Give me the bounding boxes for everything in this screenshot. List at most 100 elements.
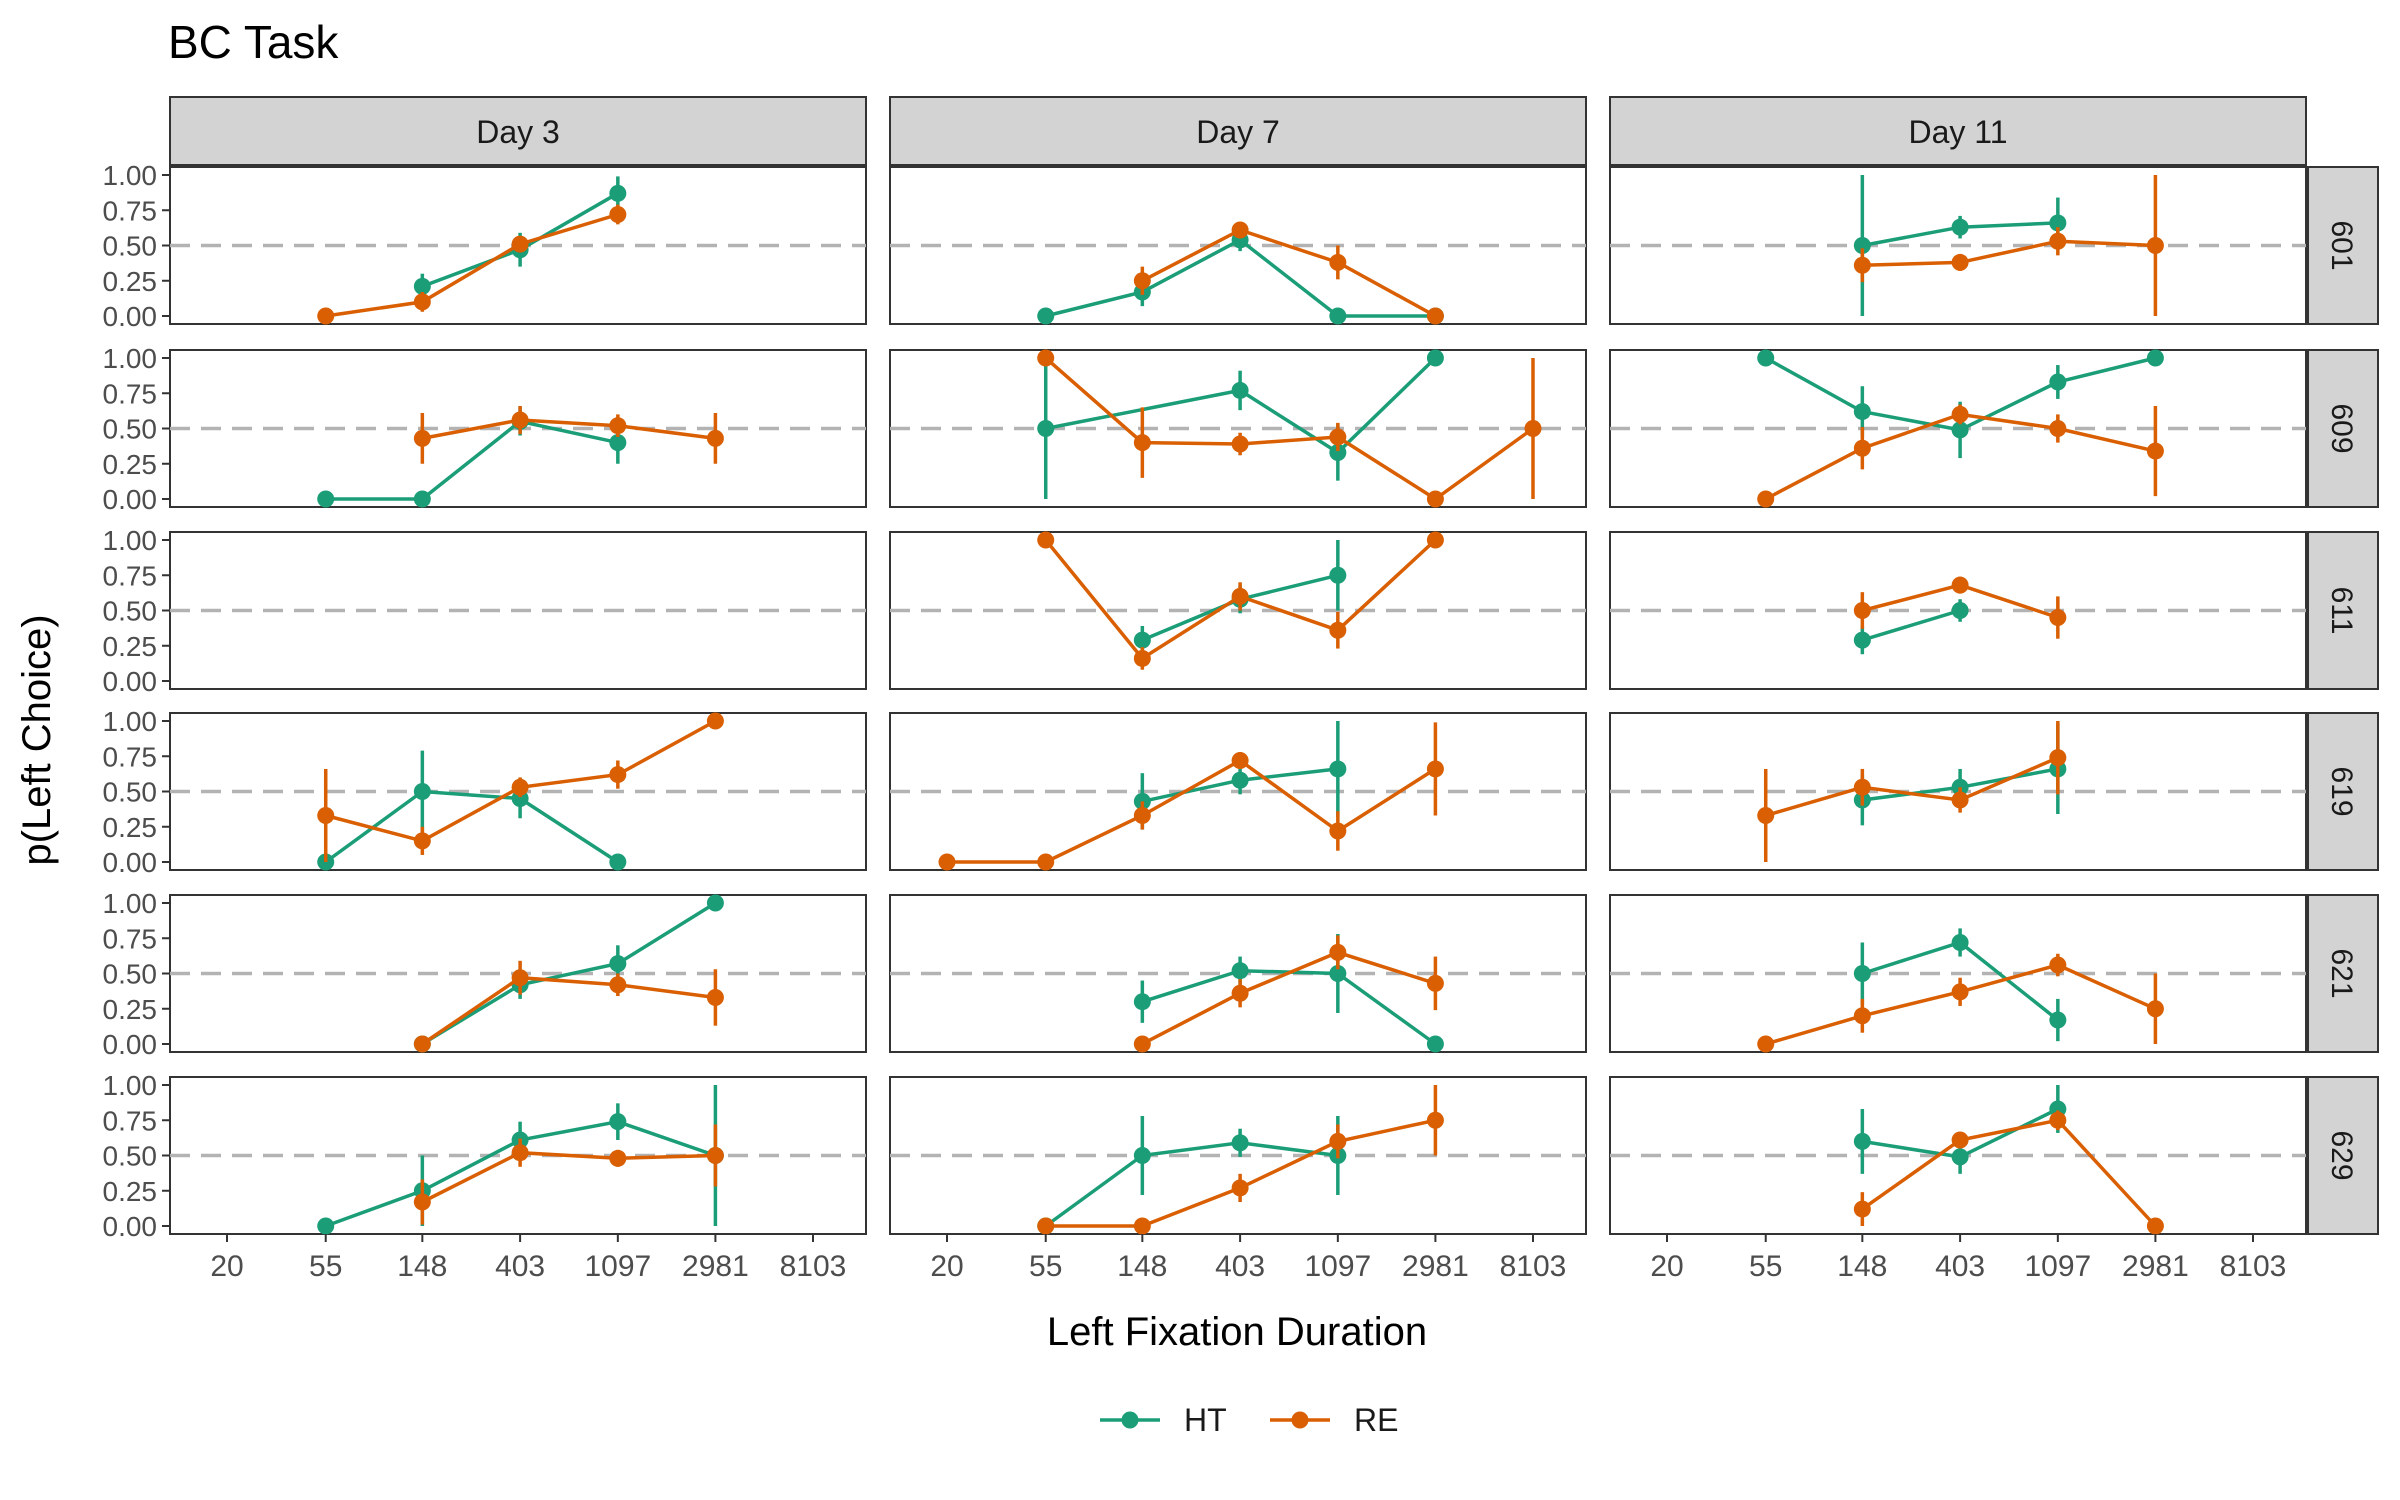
point-re bbox=[1853, 778, 1871, 796]
point-re bbox=[1329, 943, 1347, 961]
row-strip-619 bbox=[2307, 712, 2379, 871]
x-tick-label: 1097 bbox=[584, 1250, 651, 1283]
point-ht bbox=[1951, 933, 1969, 951]
x-tick-label: 403 bbox=[1215, 1250, 1265, 1283]
x-tick-label: 8103 bbox=[1500, 1250, 1567, 1283]
legend-key-point-ht bbox=[1121, 1411, 1139, 1429]
point-re bbox=[1133, 1035, 1151, 1053]
panel-611-day-11 bbox=[1609, 531, 2307, 690]
point-re bbox=[1757, 806, 1775, 824]
point-re bbox=[511, 1144, 529, 1162]
y-tick-label: 1.00 bbox=[103, 525, 158, 556]
point-re bbox=[2146, 442, 2164, 460]
panel-619-day-11 bbox=[1609, 712, 2307, 871]
point-ht bbox=[1133, 631, 1151, 649]
panel-621-day-7 bbox=[889, 894, 1587, 1053]
series-line-re bbox=[421, 975, 716, 1046]
point-re bbox=[2146, 1217, 2164, 1235]
panel-611-day-7 bbox=[889, 531, 1587, 690]
point-re bbox=[1853, 439, 1871, 457]
point-re bbox=[413, 293, 431, 311]
y-tick-label: 0.25 bbox=[103, 994, 158, 1025]
y-tick-label: 1.00 bbox=[103, 160, 158, 191]
x-tick-label: 20 bbox=[930, 1250, 963, 1283]
point-re bbox=[1951, 253, 1969, 271]
row-strip-609 bbox=[2307, 349, 2379, 508]
x-tick-label: 148 bbox=[397, 1250, 447, 1283]
point-ht bbox=[2049, 373, 2067, 391]
point-ht bbox=[609, 853, 627, 871]
point-re bbox=[317, 806, 335, 824]
series-line-re bbox=[325, 212, 619, 318]
point-re bbox=[706, 1147, 724, 1164]
point-ht bbox=[1853, 1132, 1871, 1150]
y-tick-label: 0.75 bbox=[103, 923, 158, 954]
panel-609-day-7 bbox=[889, 349, 1587, 508]
point-ht bbox=[413, 783, 431, 800]
row-label-609: 609 bbox=[2325, 403, 2358, 453]
y-tick-label: 1.00 bbox=[103, 706, 158, 737]
x-tick-label: 1097 bbox=[2024, 1250, 2091, 1283]
series-line-re bbox=[1765, 756, 2059, 818]
y-tick-label: 0.75 bbox=[103, 1105, 158, 1136]
row-label-601: 601 bbox=[2325, 220, 2358, 270]
series-line-ht bbox=[1044, 1141, 1339, 1228]
point-re bbox=[2049, 956, 2067, 974]
point-ht bbox=[1951, 421, 1969, 439]
point-ht bbox=[1037, 307, 1055, 325]
point-re bbox=[511, 411, 529, 429]
y-tick-label: 0.00 bbox=[103, 1211, 158, 1242]
point-ht bbox=[1951, 602, 1969, 619]
point-re bbox=[1231, 221, 1249, 239]
y-tick-label: 0.00 bbox=[103, 666, 158, 697]
point-ht bbox=[1426, 349, 1444, 367]
point-ht bbox=[1853, 237, 1871, 254]
y-tick-label: 0.00 bbox=[103, 301, 158, 332]
point-re bbox=[1133, 1217, 1151, 1235]
facet-strip-2 bbox=[889, 96, 1587, 166]
panel-629-day-11 bbox=[1609, 1076, 2307, 1235]
y-tick-label: 0.75 bbox=[103, 195, 158, 226]
point-re bbox=[1951, 405, 1969, 423]
y-tick-label: 0.00 bbox=[103, 847, 158, 878]
point-ht bbox=[1329, 443, 1347, 461]
point-re bbox=[1951, 791, 1969, 809]
point-re bbox=[1037, 531, 1055, 549]
point-re bbox=[1329, 1132, 1347, 1150]
point-ht bbox=[413, 490, 431, 508]
facet-label-1: Day 3 bbox=[476, 114, 560, 150]
y-tick-label: 1.00 bbox=[103, 343, 158, 374]
point-re bbox=[1231, 984, 1249, 1002]
x-tick-label: 403 bbox=[1935, 1250, 1985, 1283]
point-re bbox=[2146, 237, 2164, 254]
legend: HT RE bbox=[1100, 1402, 1398, 1438]
legend-label-ht: HT bbox=[1184, 1402, 1227, 1438]
y-tick-label: 0.25 bbox=[103, 1176, 158, 1207]
series-line-re bbox=[1861, 1118, 2157, 1228]
point-re bbox=[1133, 434, 1151, 452]
y-tick-label: 0.25 bbox=[103, 449, 158, 480]
panel-601-day-3 bbox=[169, 166, 867, 325]
x-tick-label: 148 bbox=[1117, 1250, 1167, 1283]
point-re bbox=[1231, 587, 1249, 605]
chart-title: BC Task bbox=[168, 16, 339, 68]
row-strip-629 bbox=[2307, 1076, 2379, 1235]
point-re bbox=[609, 417, 627, 435]
y-tick-label: 0.25 bbox=[103, 812, 158, 843]
point-re bbox=[413, 1193, 431, 1211]
point-re bbox=[1231, 751, 1249, 769]
point-ht bbox=[1951, 218, 1969, 236]
y-tick-label: 0.50 bbox=[103, 414, 158, 445]
point-re bbox=[1329, 621, 1347, 639]
x-tick-label: 8103 bbox=[780, 1250, 847, 1283]
point-ht bbox=[1951, 1148, 1969, 1166]
point-re bbox=[2049, 749, 2067, 767]
point-ht bbox=[2146, 349, 2164, 367]
point-re bbox=[1133, 649, 1151, 667]
y-tick-label: 0.75 bbox=[103, 378, 158, 409]
x-axis-title: Left Fixation Duration bbox=[1047, 1310, 1427, 1354]
point-re bbox=[706, 988, 724, 1006]
point-re bbox=[1329, 822, 1347, 840]
point-ht bbox=[1133, 1147, 1151, 1164]
point-re bbox=[1329, 428, 1347, 446]
